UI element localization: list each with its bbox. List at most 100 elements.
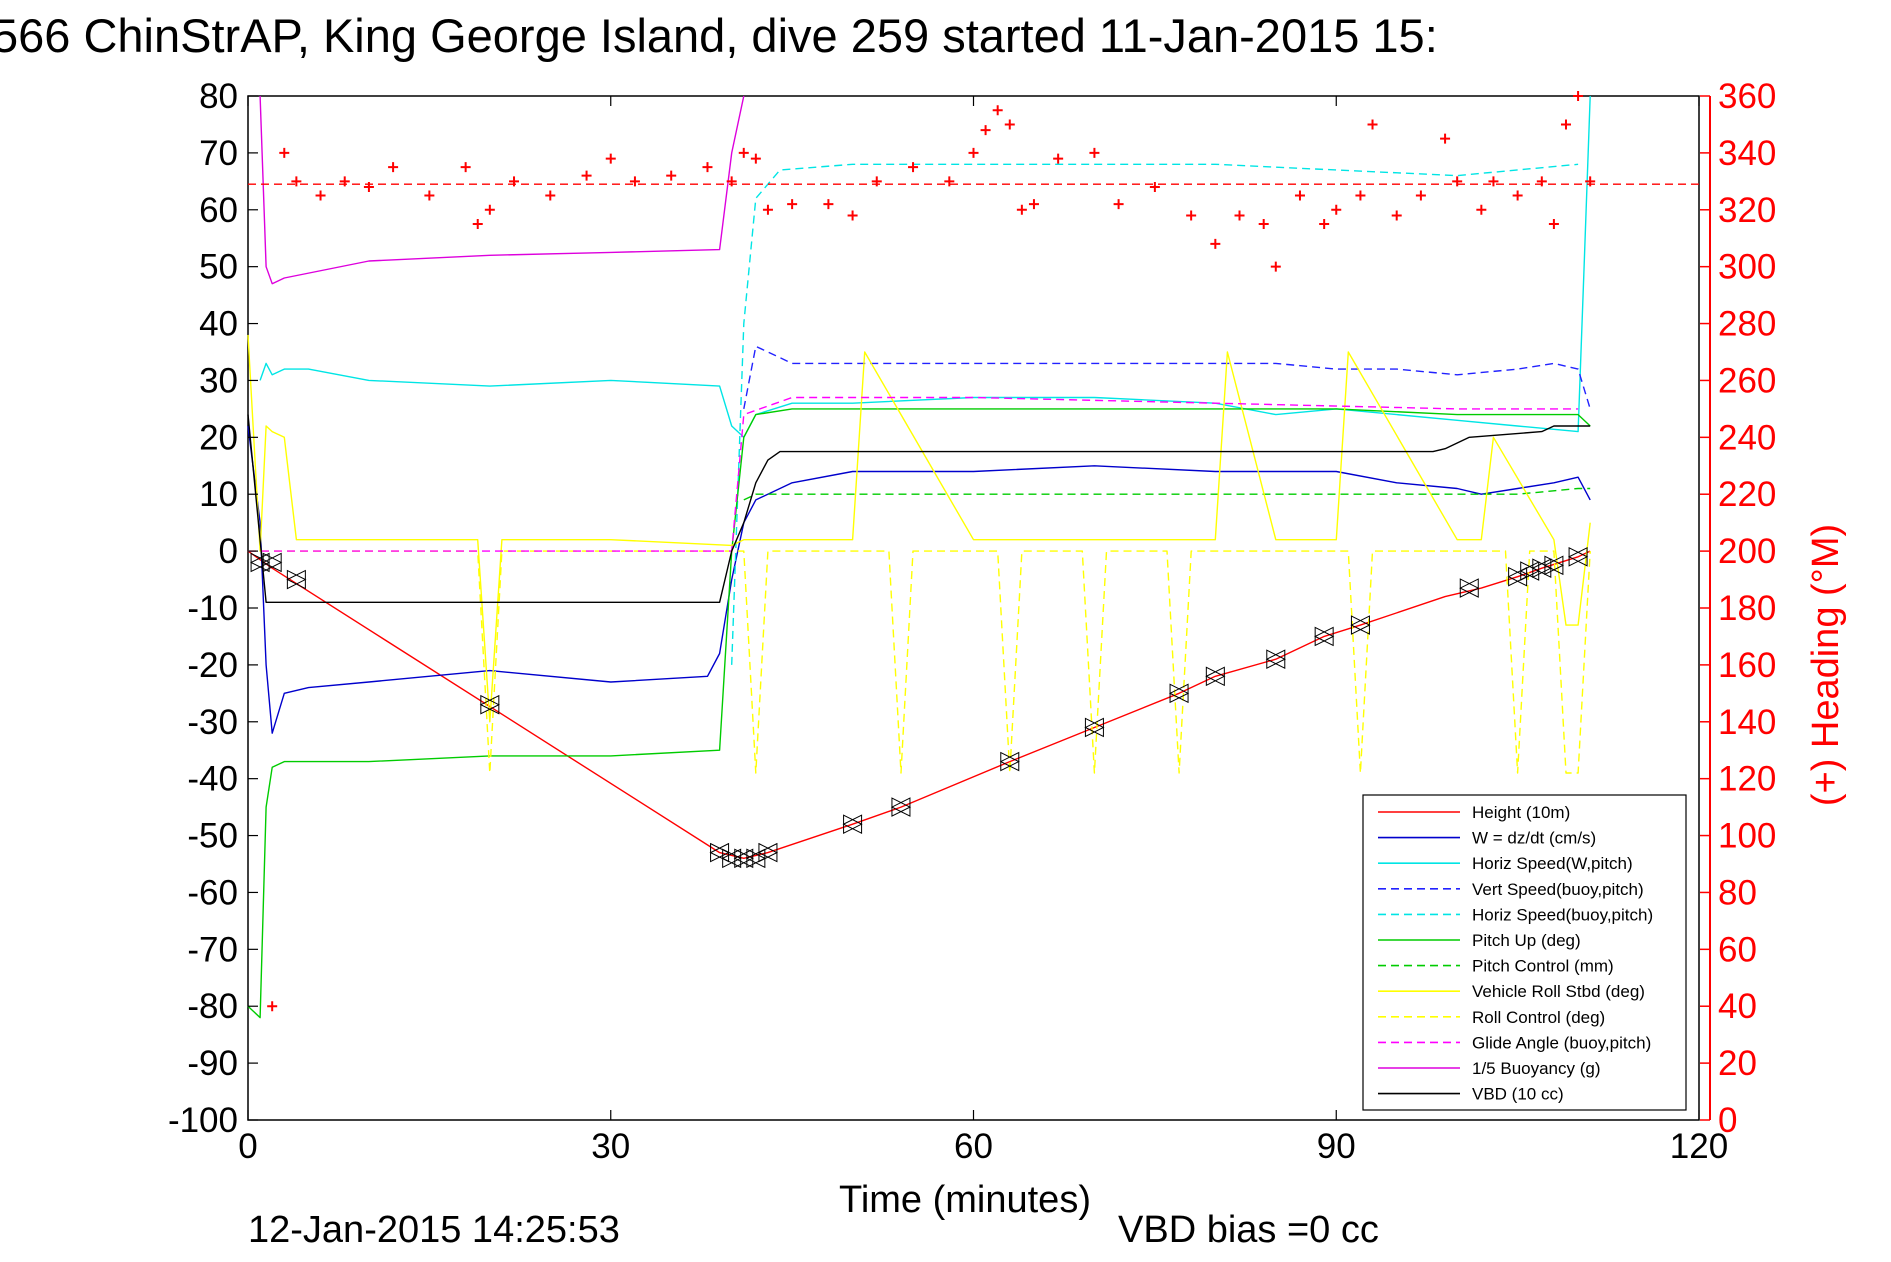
heading-point bbox=[1089, 147, 1100, 158]
height-marker bbox=[262, 552, 283, 573]
heading-point bbox=[1573, 91, 1584, 101]
series-horiz-speed-w-pitch bbox=[259, 95, 1591, 438]
heading-point bbox=[1367, 119, 1378, 130]
heading-point bbox=[279, 147, 290, 158]
y-right-tick-label: 80 bbox=[1718, 873, 1757, 912]
legend-label: Glide Angle (buoy,pitch) bbox=[1472, 1033, 1651, 1052]
y-right-tick-label: 180 bbox=[1718, 589, 1776, 628]
y-right-tick-label: 40 bbox=[1718, 987, 1757, 1026]
series-layer bbox=[247, 95, 1591, 1019]
heading-point bbox=[1391, 210, 1402, 221]
heading-point bbox=[1149, 182, 1160, 193]
x-tick-label: 60 bbox=[954, 1127, 993, 1166]
y-axis-right-label: (+) Heading (°M) bbox=[1805, 524, 1847, 806]
legend-box bbox=[1362, 794, 1687, 1111]
heading-point bbox=[1585, 176, 1596, 187]
x-tick-label: 120 bbox=[1670, 1127, 1728, 1166]
heading-point bbox=[1331, 204, 1342, 215]
heading-point bbox=[1004, 119, 1015, 130]
height-marker bbox=[757, 842, 779, 863]
y-right-tick-label: 260 bbox=[1718, 361, 1776, 400]
legend-label: Horiz Speed(buoy,pitch) bbox=[1472, 905, 1653, 924]
heading-point bbox=[339, 176, 350, 187]
heading-point bbox=[1113, 199, 1124, 210]
legend: Height (10m) W = dz/dt (cm/s) Horiz Speed(… bbox=[1362, 794, 1687, 1111]
height-marker bbox=[1350, 615, 1371, 635]
heading-point bbox=[750, 153, 761, 164]
y-tick-label: 80 bbox=[199, 77, 238, 116]
y-right-tick-label: 280 bbox=[1718, 305, 1776, 344]
heading-point bbox=[1270, 261, 1281, 272]
height-marker bbox=[1084, 717, 1105, 738]
y-tick-label: 60 bbox=[199, 191, 238, 230]
y-tick-label: -40 bbox=[187, 760, 238, 799]
heading-point bbox=[738, 147, 749, 158]
heading-point bbox=[388, 162, 399, 173]
x-tick-label: 30 bbox=[591, 1127, 630, 1166]
heading-point bbox=[1016, 204, 1027, 215]
y-right-tick-label: 340 bbox=[1718, 134, 1776, 173]
legend-label: Pitch Control (mm) bbox=[1472, 957, 1614, 976]
series-1-5-buoyancy-g bbox=[259, 95, 745, 285]
heading-point bbox=[1548, 219, 1559, 229]
legend-label: 1/5 Buoyancy (g) bbox=[1472, 1059, 1601, 1078]
height-marker bbox=[1543, 555, 1565, 576]
heading-point bbox=[472, 219, 483, 229]
heading-point bbox=[1488, 176, 1499, 187]
y-right-tick-label: 120 bbox=[1718, 760, 1776, 799]
y-right-tick-label: 320 bbox=[1718, 191, 1776, 230]
heading-point bbox=[267, 1001, 278, 1012]
series-vbd-10-cc bbox=[247, 414, 1591, 603]
y-tick-label: -100 bbox=[168, 1101, 238, 1140]
height-marker bbox=[890, 797, 912, 817]
height-marker bbox=[1459, 578, 1480, 598]
y-right-tick-label: 60 bbox=[1718, 930, 1757, 969]
heading-point bbox=[1536, 176, 1547, 187]
y-tick-label: 40 bbox=[199, 305, 238, 344]
heading-point bbox=[908, 162, 919, 173]
y-tick-label: -80 bbox=[187, 987, 238, 1026]
chart-title: 566 ChinStrAP, King George Island, dive … bbox=[0, 9, 1438, 62]
heading-point bbox=[992, 105, 1003, 116]
heading-point bbox=[291, 176, 302, 187]
y-tick-label: -30 bbox=[187, 703, 238, 742]
height-marker bbox=[1567, 546, 1589, 567]
heading-markers bbox=[248, 91, 1699, 1012]
heading-point bbox=[460, 162, 471, 173]
height-marker bbox=[479, 694, 500, 715]
legend-label: Height (10m) bbox=[1472, 803, 1570, 822]
y-right-tick-label: 240 bbox=[1718, 418, 1776, 457]
heading-point bbox=[1053, 153, 1064, 164]
heading-point bbox=[823, 199, 834, 210]
series-pitch-up-deg bbox=[247, 408, 1591, 1019]
heading-point bbox=[980, 125, 991, 136]
heading-point bbox=[1258, 219, 1269, 229]
height-marker bbox=[733, 848, 754, 869]
legend-label: Horiz Speed(W,pitch) bbox=[1472, 854, 1633, 873]
heading-point bbox=[1186, 210, 1197, 221]
heading-point bbox=[581, 170, 592, 181]
heading-point bbox=[968, 147, 979, 158]
heading-point bbox=[1355, 190, 1366, 201]
y-right-tick-label: 360 bbox=[1718, 77, 1776, 116]
y-right-tick-label: 0 bbox=[1718, 1101, 1737, 1140]
legend-label: Vert Speed(buoy,pitch) bbox=[1472, 880, 1644, 899]
heading-point bbox=[871, 176, 882, 187]
heading-point bbox=[1512, 190, 1523, 201]
y-right-tick-label: 140 bbox=[1718, 703, 1776, 742]
series-vert-speed-buoy-pitch bbox=[743, 345, 1591, 410]
heading-point bbox=[1476, 204, 1487, 215]
y-tick-label: 30 bbox=[199, 361, 238, 400]
height-marker bbox=[1314, 626, 1335, 647]
height-marker bbox=[286, 569, 307, 590]
legend-label: VBD (10 cc) bbox=[1472, 1085, 1564, 1104]
heading-point bbox=[1028, 199, 1039, 210]
x-tick-label: 90 bbox=[1317, 1127, 1356, 1166]
heading-point bbox=[605, 153, 616, 164]
x-axis: 0 30 60 90 120 bbox=[238, 96, 1728, 1166]
y-tick-label: -60 bbox=[187, 873, 238, 912]
heading-point bbox=[1294, 190, 1305, 201]
series-roll-control-deg bbox=[248, 550, 1591, 774]
series-pitch-control-mm bbox=[743, 487, 1591, 501]
